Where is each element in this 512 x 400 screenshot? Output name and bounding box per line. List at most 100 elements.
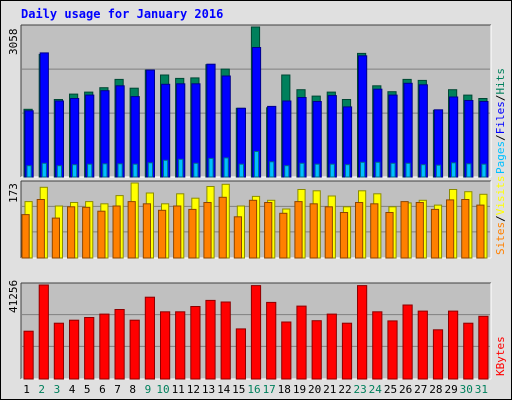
- bar-sites-day-20: [309, 203, 318, 259]
- bar-files-day-2: [39, 52, 49, 178]
- legend-entry: KBytes: [494, 336, 507, 376]
- bar-kbytes-day-26: [402, 304, 413, 380]
- bar-kbytes-day-29: [448, 310, 459, 380]
- bar-sites-day-4: [67, 206, 76, 259]
- legend-entry: Pages: [494, 141, 507, 174]
- bar-kbytes-day-24: [372, 311, 383, 380]
- bar-kbytes-day-9: [144, 296, 156, 380]
- x-tick-label: 24: [369, 383, 383, 396]
- bar-kbytes-day-30: [463, 322, 474, 380]
- bar-pages-day-30: [466, 163, 472, 178]
- bar-sites-day-13: [203, 202, 212, 259]
- bar-kbytes-day-25: [387, 320, 398, 380]
- bar-kbytes-day-31: [478, 315, 489, 380]
- y-max-label: 173: [7, 183, 20, 203]
- bar-pages-day-25: [390, 162, 396, 178]
- x-tick-label: 30: [460, 383, 473, 396]
- bar-sites-day-9: [142, 203, 152, 259]
- bar-sites-day-17: [264, 202, 273, 259]
- chart-title: Daily usage for January 2016: [21, 7, 224, 21]
- bar-kbytes-day-14: [220, 301, 231, 380]
- x-tick-label: 6: [99, 383, 106, 396]
- bar-sites-day-1: [21, 214, 30, 259]
- x-tick-label: 13: [202, 383, 215, 396]
- x-tick-label: 7: [114, 383, 121, 396]
- bar-pages-day-19: [299, 162, 305, 178]
- bar-kbytes-day-22: [341, 322, 353, 380]
- bar-pages-day-14: [223, 157, 229, 178]
- bar-pages-day-21: [329, 163, 335, 178]
- bar-pages-day-31: [481, 163, 487, 178]
- bar-sites-day-3: [51, 217, 60, 259]
- x-tick-label: 22: [338, 383, 351, 396]
- legend-entry: /: [494, 215, 507, 222]
- legend-kbytes: KBytes: [494, 336, 507, 376]
- bar-sites-day-24: [370, 203, 379, 259]
- bar-kbytes-day-18: [281, 321, 292, 380]
- bar-sites-day-5: [82, 206, 91, 259]
- bar-kbytes-day-1: [23, 330, 34, 380]
- bar-kbytes-day-3: [53, 322, 64, 380]
- x-tick-label: 3: [54, 383, 61, 396]
- x-tick-label: 1: [23, 383, 30, 396]
- x-tick-label: 16: [247, 383, 260, 396]
- bar-kbytes-day-28: [432, 329, 444, 380]
- bar-pages-day-1: [26, 165, 32, 178]
- bar-kbytes-day-27: [417, 310, 428, 380]
- bar-pages-day-12: [193, 162, 199, 178]
- y-max-label: 3058: [7, 29, 20, 56]
- bar-pages-day-6: [102, 163, 108, 178]
- bar-pages-day-23: [360, 161, 366, 178]
- bar-kbytes-day-6: [99, 313, 110, 380]
- bar-sites-day-23: [355, 202, 364, 259]
- bar-pages-day-4: [72, 164, 78, 178]
- bar-sites-day-6: [97, 210, 106, 259]
- bar-kbytes-day-23: [357, 285, 368, 380]
- bar-pages-day-15: [238, 163, 245, 178]
- bar-pages-day-28: [435, 164, 442, 178]
- bar-pages-day-8: [132, 163, 138, 178]
- bar-kbytes-day-15: [235, 328, 247, 380]
- bar-pages-day-17: [269, 161, 275, 178]
- legend-entry: Visits: [494, 176, 507, 216]
- legend-entry: Sites: [494, 222, 507, 255]
- bar-pages-day-26: [405, 162, 411, 178]
- x-tick-label: 20: [308, 383, 321, 396]
- bar-pages-day-22: [344, 164, 351, 178]
- x-tick-label: 4: [69, 383, 76, 396]
- bar-files-day-9: [145, 69, 156, 178]
- bar-kbytes-day-21: [326, 313, 337, 380]
- x-tick-label: 8: [129, 383, 136, 396]
- legend-visits-sites: Sites/Visits: [494, 176, 507, 256]
- x-tick-label: 2: [38, 383, 45, 396]
- legend-hits-files-pages: Pages/Files/Hits: [494, 68, 507, 174]
- bar-kbytes-day-12: [190, 306, 201, 380]
- bar-sites-day-18: [279, 212, 288, 259]
- x-tick-label: 31: [475, 383, 488, 396]
- bar-kbytes-day-11: [175, 311, 186, 380]
- bar-sites-day-15: [233, 216, 243, 259]
- x-tick-label: 26: [399, 383, 412, 396]
- bar-sites-day-31: [476, 204, 485, 259]
- bar-kbytes-day-13: [205, 299, 216, 380]
- bar-sites-day-29: [446, 199, 455, 259]
- x-tick-label: 14: [217, 383, 231, 396]
- x-tick-label: 11: [172, 383, 185, 396]
- bar-pages-day-13: [208, 157, 214, 178]
- bar-sites-day-10: [158, 209, 167, 259]
- bar-pages-day-18: [284, 165, 290, 178]
- bar-files-day-27: [418, 84, 428, 178]
- x-tick-label: 21: [323, 383, 336, 396]
- x-tick-label: 17: [263, 383, 276, 396]
- x-tick-label: 15: [232, 383, 245, 396]
- bar-kbytes-day-2: [38, 284, 49, 380]
- x-tick-label: 9: [145, 383, 152, 396]
- bar-sites-day-22: [339, 212, 349, 259]
- bar-sites-day-19: [294, 201, 303, 259]
- bar-pages-day-9: [147, 162, 154, 178]
- bar-pages-day-2: [41, 162, 47, 178]
- bar-pages-day-11: [178, 158, 184, 178]
- x-tick-label: 19: [293, 383, 306, 396]
- bar-kbytes-day-17: [266, 301, 277, 380]
